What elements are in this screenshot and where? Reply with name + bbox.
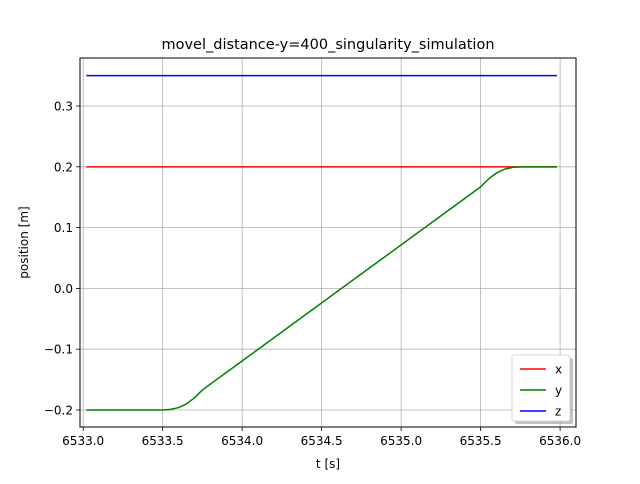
legend-box <box>511 354 571 422</box>
legend: xyz <box>511 354 573 424</box>
series-line-y <box>86 166 557 411</box>
legend-label-y: y <box>555 384 562 398</box>
x-tick-label: 6535.5 <box>460 434 502 448</box>
axis-ticks: 6533.0 6533.5 6534.0 6534.5 6535.0 6535.5 6536… <box>44 100 581 448</box>
y-tick-label: −0.2 <box>44 403 73 417</box>
x-tick-label: 6535.0 <box>380 434 422 448</box>
x-tick-label: 6534.5 <box>301 434 343 448</box>
y-tick-label: −0.1 <box>44 343 73 357</box>
y-tick-label: 0.3 <box>54 100 73 114</box>
x-tick-label: 6536.0 <box>539 434 581 448</box>
y-axis-label: position [m] <box>17 206 31 278</box>
x-tick-label: 6533.5 <box>142 434 184 448</box>
x-tick-label: 6533.0 <box>62 434 104 448</box>
series-lines <box>86 74 557 411</box>
legend-label-x: x <box>555 363 562 377</box>
chart-title: movel_distance-y=400_singularity_simulat… <box>161 37 494 53</box>
x-axis-label: t [s] <box>316 457 340 471</box>
y-tick-label: 0.2 <box>54 160 73 174</box>
legend-label-z: z <box>555 405 561 419</box>
plot-area-frame <box>79 57 577 428</box>
y-tick-label: 0.0 <box>54 282 73 296</box>
x-tick-label: 6534.0 <box>221 434 263 448</box>
y-tick-label: 0.1 <box>54 221 73 235</box>
